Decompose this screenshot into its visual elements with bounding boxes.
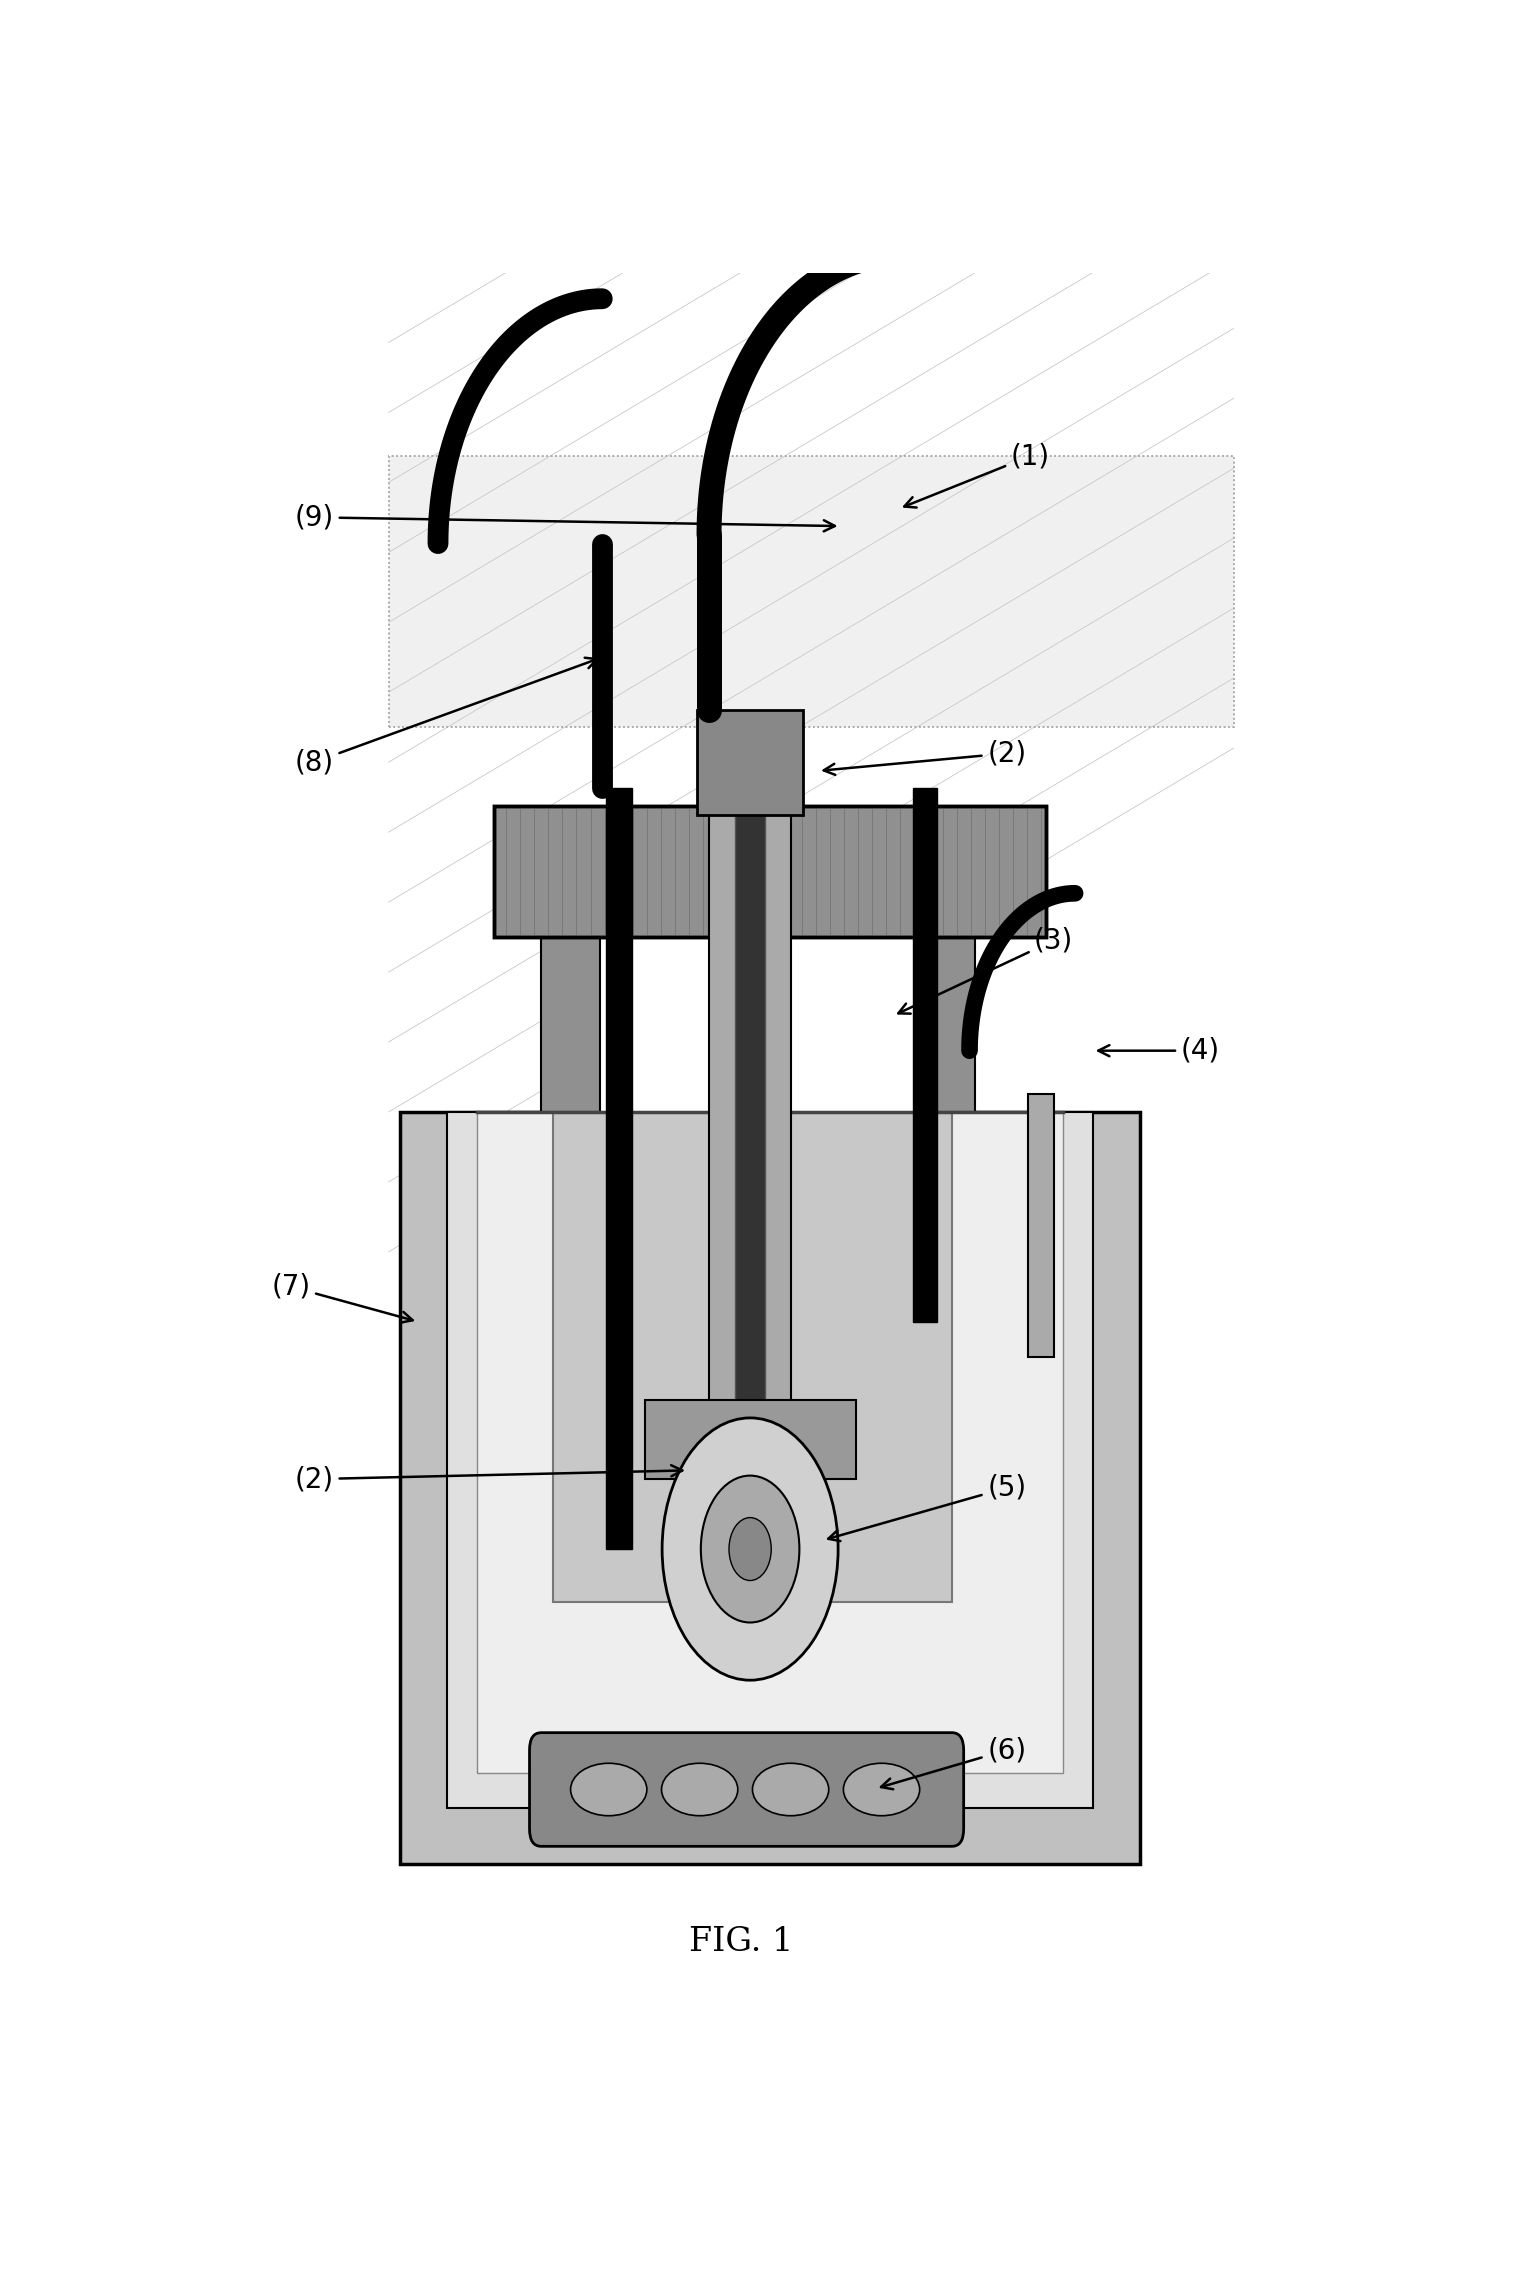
Bar <box>389 456 1234 727</box>
Bar <box>553 1113 952 1601</box>
Bar <box>542 938 600 1113</box>
Bar <box>494 806 1046 938</box>
Bar <box>606 788 631 1549</box>
Bar <box>698 709 802 815</box>
Bar <box>736 770 765 1619</box>
Bar <box>913 788 937 1322</box>
Text: (7): (7) <box>271 1272 413 1322</box>
Ellipse shape <box>843 1762 919 1817</box>
Text: (1): (1) <box>904 443 1049 506</box>
Bar <box>917 938 975 1113</box>
Text: (2): (2) <box>824 740 1026 774</box>
Text: (8): (8) <box>295 659 597 777</box>
Bar <box>709 770 792 1619</box>
Bar <box>477 1113 1063 1774</box>
Circle shape <box>662 1417 839 1681</box>
Circle shape <box>701 1476 799 1621</box>
Bar <box>494 806 1046 938</box>
Circle shape <box>730 1517 771 1581</box>
Bar <box>1028 1095 1054 1356</box>
Bar <box>400 1113 1140 1864</box>
Ellipse shape <box>571 1762 646 1817</box>
Text: (9): (9) <box>295 504 834 531</box>
Text: (6): (6) <box>881 1735 1026 1790</box>
FancyBboxPatch shape <box>530 1733 964 1846</box>
Text: (5): (5) <box>828 1474 1026 1542</box>
Bar <box>600 938 917 1113</box>
Bar <box>645 1401 855 1478</box>
Bar <box>448 1113 1093 1808</box>
Text: (3): (3) <box>898 927 1073 1013</box>
Text: (2): (2) <box>295 1465 683 1492</box>
Text: FIG. 1: FIG. 1 <box>689 1926 793 1958</box>
Bar <box>389 456 1234 727</box>
Ellipse shape <box>752 1762 828 1817</box>
Ellipse shape <box>662 1762 737 1817</box>
Text: (4): (4) <box>1098 1036 1220 1065</box>
